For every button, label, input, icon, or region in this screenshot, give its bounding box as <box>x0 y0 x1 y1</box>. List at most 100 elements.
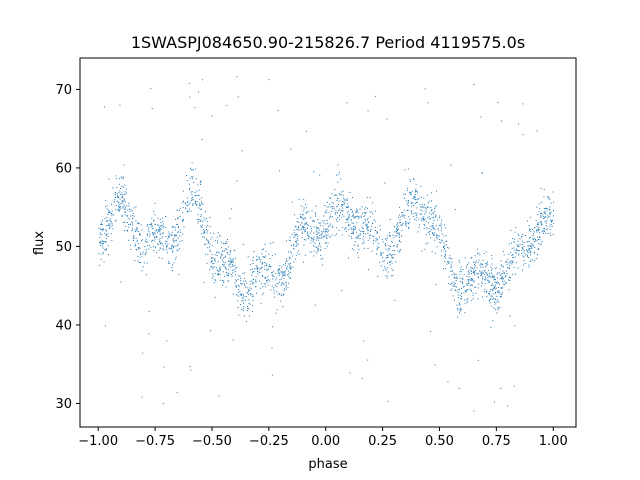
data-point <box>188 204 190 206</box>
data-point <box>107 224 109 226</box>
data-point <box>544 212 546 214</box>
data-point <box>138 248 140 250</box>
data-point <box>181 202 183 204</box>
data-point <box>356 208 358 210</box>
data-point <box>121 200 123 202</box>
data-point <box>445 268 447 269</box>
data-point <box>168 233 170 235</box>
data-point <box>117 196 119 198</box>
data-point <box>130 223 131 225</box>
data-point <box>259 268 261 270</box>
data-point <box>470 289 472 291</box>
data-point <box>389 261 391 263</box>
data-point <box>101 253 103 255</box>
data-point <box>484 288 486 290</box>
data-point <box>318 232 320 234</box>
data-point <box>132 218 134 219</box>
data-point <box>450 263 452 265</box>
data-point <box>225 248 227 250</box>
data-point <box>180 231 182 233</box>
data-point <box>369 237 371 239</box>
data-point <box>512 256 514 258</box>
data-point <box>177 237 179 239</box>
data-point <box>176 250 178 252</box>
data-point <box>169 248 171 250</box>
data-point <box>109 220 111 222</box>
data-point <box>424 224 426 226</box>
data-point <box>257 271 259 273</box>
data-point <box>423 219 425 220</box>
data-point <box>364 208 366 210</box>
data-point <box>260 259 262 261</box>
data-point <box>416 207 418 209</box>
data-point <box>456 276 458 278</box>
data-point <box>283 273 285 275</box>
data-point <box>158 229 160 231</box>
data-point <box>518 250 520 252</box>
data-point <box>359 238 361 240</box>
data-point <box>140 224 142 226</box>
data-point <box>396 222 398 224</box>
data-point <box>102 243 104 245</box>
data-point <box>189 187 191 189</box>
data-point <box>512 274 514 276</box>
data-point <box>132 224 134 226</box>
data-point <box>537 230 539 231</box>
data-point <box>108 211 110 213</box>
data-point <box>102 252 104 254</box>
data-point <box>425 207 427 209</box>
data-point <box>371 250 373 252</box>
data-point <box>549 198 551 200</box>
data-point <box>222 261 224 263</box>
data-point <box>503 272 505 273</box>
data-point <box>406 222 408 224</box>
data-point <box>457 291 459 293</box>
data-point <box>338 204 339 206</box>
data-point <box>535 239 536 240</box>
data-point <box>227 246 229 248</box>
data-point <box>284 264 286 266</box>
data-point <box>213 266 215 268</box>
data-point <box>365 206 367 208</box>
data-point <box>528 264 530 266</box>
data-point <box>209 217 211 218</box>
data-point <box>198 207 200 209</box>
data-point <box>466 267 468 269</box>
data-point <box>295 226 297 228</box>
data-point <box>549 229 551 231</box>
data-point <box>528 257 530 258</box>
data-point <box>166 249 168 251</box>
data-point <box>199 208 201 210</box>
data-point <box>508 280 510 281</box>
data-point <box>285 284 287 286</box>
data-point <box>225 272 227 274</box>
data-point <box>211 254 213 256</box>
data-point <box>439 241 441 243</box>
data-point <box>220 253 222 255</box>
data-point <box>394 226 396 228</box>
data-point <box>293 229 295 231</box>
data-point <box>132 215 134 216</box>
data-point <box>295 241 297 243</box>
data-point <box>210 257 212 259</box>
data-point <box>407 202 409 204</box>
data-point <box>432 212 434 214</box>
data-point <box>177 249 179 251</box>
data-point <box>170 245 172 247</box>
data-point <box>283 283 285 285</box>
data-point <box>178 231 179 233</box>
data-point <box>368 226 370 228</box>
data-point <box>495 299 497 300</box>
data-point <box>191 169 192 171</box>
data-point <box>544 230 545 232</box>
data-point <box>482 259 484 261</box>
data-point <box>182 207 184 209</box>
data-point <box>236 267 238 269</box>
data-point <box>264 283 266 285</box>
data-point <box>111 240 113 241</box>
data-point <box>303 227 305 229</box>
data-point <box>308 210 310 212</box>
data-point <box>399 219 401 221</box>
data-point <box>453 272 455 274</box>
data-point <box>537 236 539 238</box>
